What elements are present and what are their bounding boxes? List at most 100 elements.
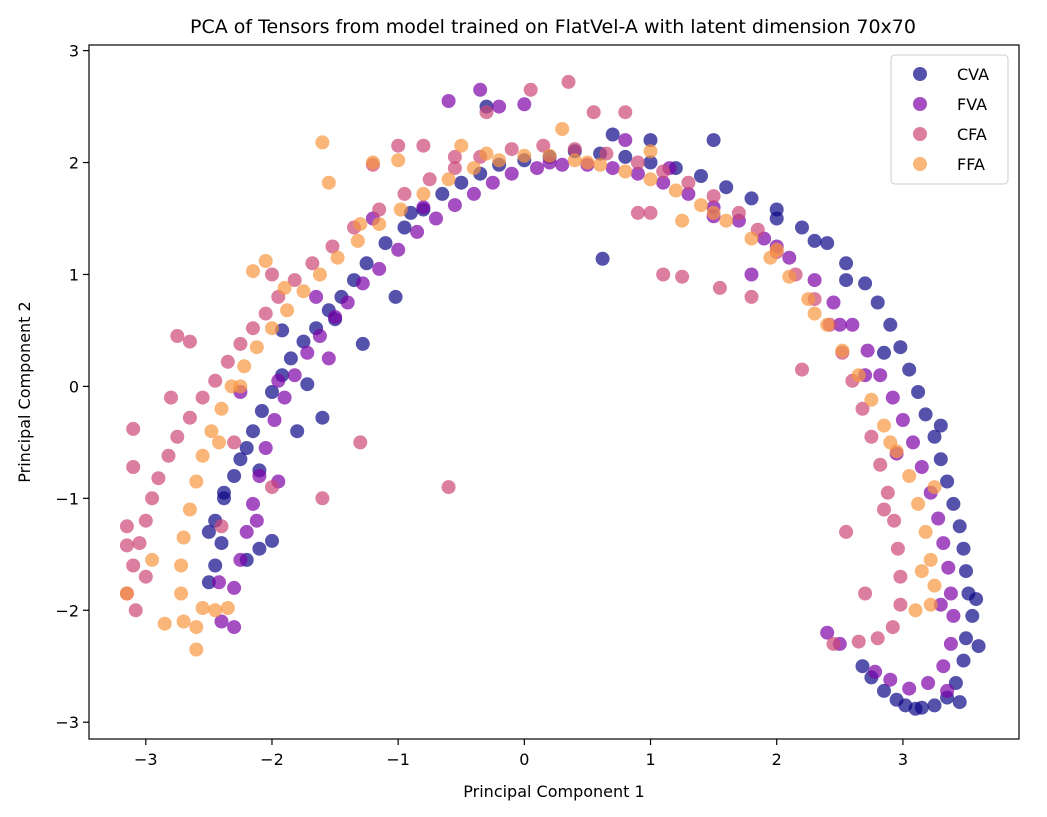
data-point <box>504 142 519 157</box>
data-point <box>873 457 888 472</box>
data-point <box>132 536 147 551</box>
data-point <box>618 149 633 164</box>
data-point <box>555 157 570 172</box>
data-point <box>485 175 500 190</box>
data-point <box>820 236 835 251</box>
data-point <box>454 138 469 153</box>
data-point <box>492 99 507 114</box>
data-point <box>530 161 544 176</box>
data-point <box>744 191 759 206</box>
data-point <box>287 368 302 383</box>
data-point <box>246 264 260 279</box>
data-point <box>195 601 210 615</box>
legend-label: CVA <box>957 65 989 84</box>
data-point <box>706 189 721 204</box>
data-point <box>927 578 942 593</box>
x-tick-label: −1 <box>386 750 410 769</box>
data-point <box>851 634 866 649</box>
x-tick-label: 3 <box>898 750 908 769</box>
data-point <box>656 164 671 179</box>
data-point <box>321 175 336 190</box>
data-point <box>769 211 784 226</box>
data-point <box>239 441 254 455</box>
data-point <box>214 614 229 629</box>
data-point <box>855 659 870 674</box>
data-point <box>204 424 219 439</box>
data-point <box>267 413 282 427</box>
data-point <box>567 153 582 168</box>
plot-frame <box>88 44 1020 740</box>
data-point <box>923 597 938 612</box>
data-point <box>883 435 898 450</box>
data-point <box>873 368 888 383</box>
data-point <box>795 362 809 377</box>
series-fva <box>212 82 961 698</box>
data-point <box>315 491 330 506</box>
data-point <box>959 631 973 646</box>
data-point <box>630 166 645 181</box>
data-point <box>807 273 822 288</box>
data-point <box>880 485 895 500</box>
data-point <box>694 169 708 183</box>
data-point <box>473 82 488 97</box>
x-tick-label: −2 <box>260 750 284 769</box>
data-point <box>353 435 368 450</box>
data-point <box>416 200 431 215</box>
data-point <box>941 560 956 575</box>
data-point <box>265 321 279 336</box>
data-point <box>119 538 134 553</box>
data-point <box>927 698 942 713</box>
data-point <box>170 329 185 343</box>
data-point <box>933 597 948 612</box>
data-point <box>681 175 696 190</box>
data-point <box>157 616 172 631</box>
data-point <box>265 385 279 399</box>
data-point <box>254 404 269 418</box>
data-point <box>265 267 279 282</box>
data-point <box>359 256 374 271</box>
data-point <box>300 377 315 392</box>
data-point <box>893 569 908 584</box>
data-point <box>595 251 610 266</box>
data-point <box>391 138 406 153</box>
data-point <box>906 435 920 450</box>
data-point <box>309 289 324 304</box>
data-point <box>237 359 252 374</box>
data-point <box>214 401 229 416</box>
data-point <box>643 205 658 220</box>
data-point <box>277 390 292 405</box>
legend-marker <box>913 127 927 141</box>
data-point <box>312 329 327 343</box>
data-point <box>447 198 462 213</box>
data-point <box>249 513 264 528</box>
data-point <box>885 620 900 635</box>
data-point <box>877 418 891 433</box>
data-point <box>391 153 406 168</box>
data-point <box>933 452 948 467</box>
data-point <box>391 242 406 257</box>
data-point <box>290 424 305 439</box>
data-point <box>561 74 576 89</box>
data-point <box>233 336 248 351</box>
legend-label: CFA <box>957 125 987 144</box>
data-point <box>214 536 229 551</box>
data-point <box>441 480 456 495</box>
data-point <box>911 496 926 511</box>
data-point <box>212 575 226 590</box>
data-point <box>630 155 645 170</box>
data-point <box>782 250 797 265</box>
data-point <box>826 636 841 651</box>
data-point <box>164 390 178 405</box>
data-point <box>280 303 295 318</box>
data-point <box>618 164 633 179</box>
data-point <box>887 513 902 528</box>
data-point <box>174 586 189 601</box>
data-point <box>706 133 721 148</box>
x-tick-label: 2 <box>772 750 782 769</box>
data-point <box>895 413 910 427</box>
data-point <box>435 186 450 201</box>
x-tick-label: −3 <box>134 750 158 769</box>
data-point <box>372 202 387 217</box>
data-point <box>605 161 620 176</box>
data-point <box>340 295 355 310</box>
